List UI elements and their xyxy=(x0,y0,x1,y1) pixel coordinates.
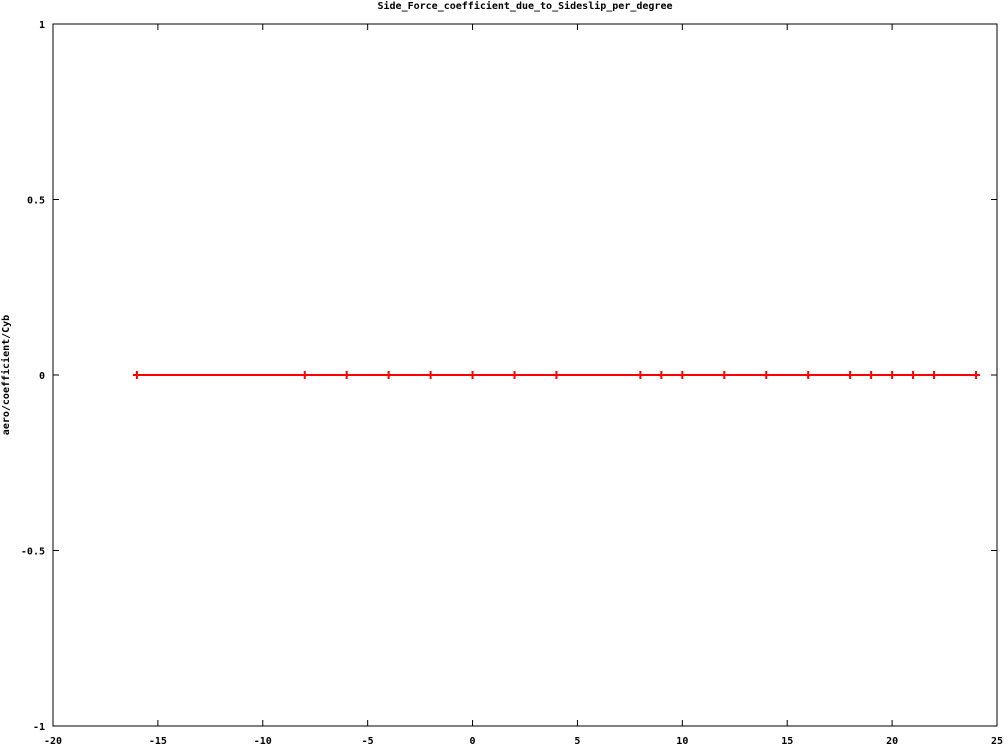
data-point xyxy=(972,371,981,379)
y-tick-label: -1 xyxy=(33,722,45,733)
data-point xyxy=(804,371,813,379)
data-point xyxy=(426,371,435,379)
data-point xyxy=(342,371,351,379)
x-tick-label: 10 xyxy=(676,736,688,744)
data-point xyxy=(762,371,771,379)
data-point xyxy=(930,371,939,379)
y-axis-ticks: -1 -0.5 0 0.5 1 xyxy=(21,20,997,733)
data-point xyxy=(867,371,876,379)
y-axis-label: aero/coefficient/Cyb xyxy=(0,315,12,435)
data-point xyxy=(657,371,666,379)
x-tick-label: -15 xyxy=(149,736,167,744)
x-tick-label: 15 xyxy=(781,736,793,744)
y-tick-label: 1 xyxy=(39,20,45,31)
x-tick-label: 0 xyxy=(470,736,476,744)
x-tick-label: 5 xyxy=(574,736,580,744)
data-point xyxy=(300,371,309,379)
x-tick-label: 20 xyxy=(886,736,898,744)
data-point xyxy=(468,371,477,379)
data-point xyxy=(636,371,645,379)
x-tick-label: 25 xyxy=(991,736,1003,744)
y-tick-label: 0 xyxy=(39,371,45,382)
chart-title: Side_Force_coefficient_due_to_Sideslip_p… xyxy=(377,0,672,12)
y-tick-label: 0.5 xyxy=(27,196,45,207)
data-point xyxy=(720,371,729,379)
data-point xyxy=(846,371,855,379)
data-point xyxy=(552,371,561,379)
x-tick-label: -20 xyxy=(44,736,62,744)
data-point xyxy=(132,371,141,379)
data-point xyxy=(384,371,393,379)
series-layer xyxy=(132,371,981,379)
data-point xyxy=(909,371,918,379)
data-point xyxy=(510,371,519,379)
x-tick-label: -5 xyxy=(362,736,374,744)
x-tick-label: -10 xyxy=(254,736,272,744)
data-point xyxy=(678,371,687,379)
data-point xyxy=(888,371,897,379)
y-tick-label: -0.5 xyxy=(21,547,45,558)
x-axis-ticks: -20 -15 -10 -5 0 5 10 15 20 25 xyxy=(44,24,1003,744)
